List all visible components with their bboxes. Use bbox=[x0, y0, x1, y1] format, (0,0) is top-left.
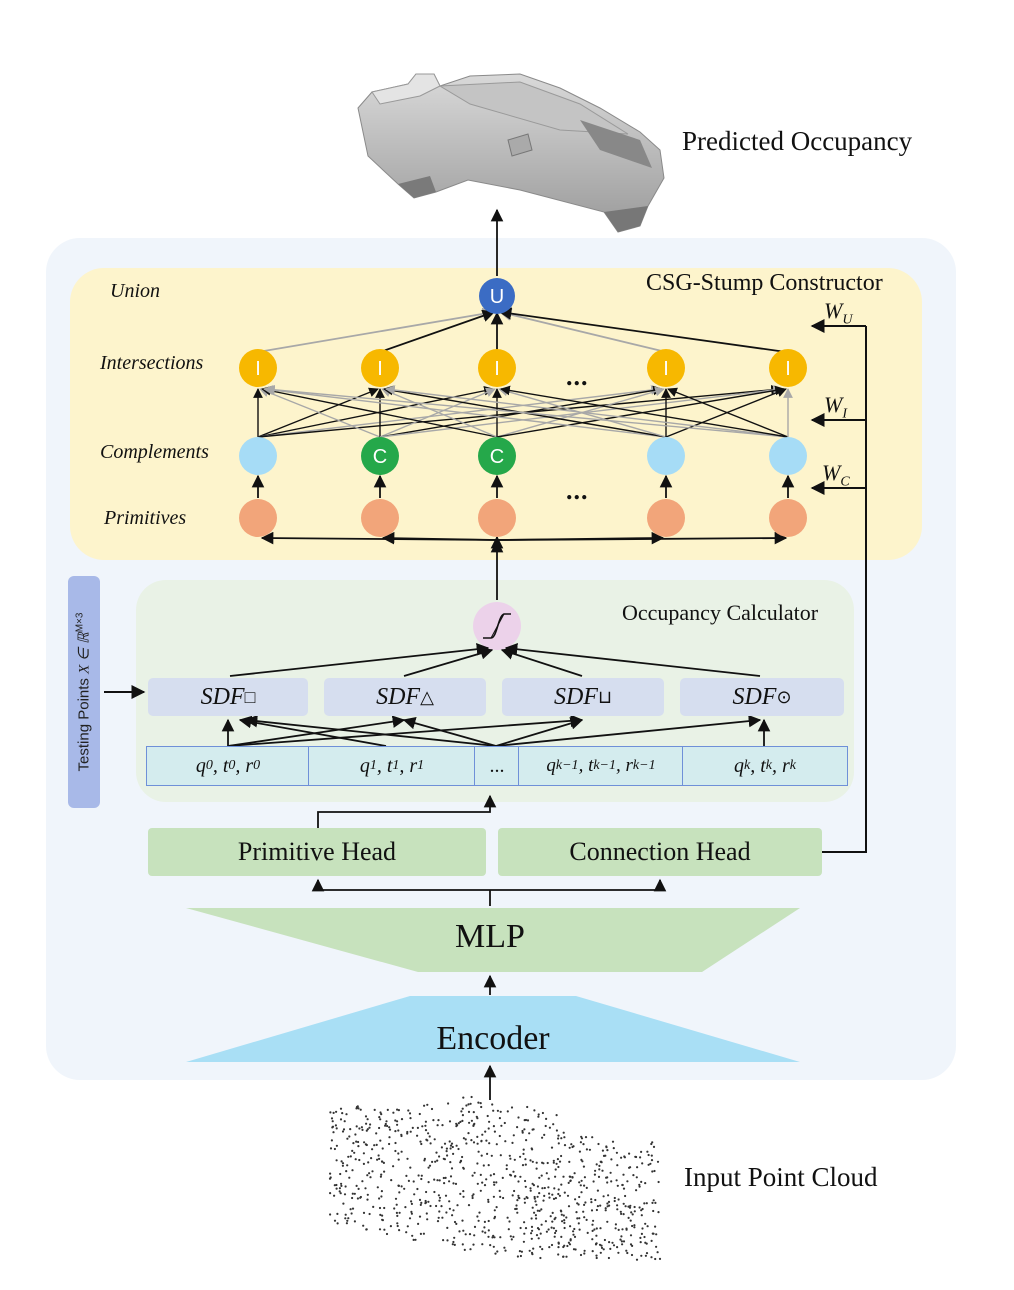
svg-text:I: I bbox=[494, 358, 500, 380]
mlp-block bbox=[186, 908, 800, 972]
occupancy-calculator-title: Occupancy Calculator bbox=[622, 600, 819, 625]
weight-wi-label: WI bbox=[824, 392, 847, 422]
complement-to-intersection-edge bbox=[500, 385, 789, 438]
sdf-box-sphere: SDF ⊙ bbox=[680, 678, 844, 716]
encoder-block bbox=[186, 996, 800, 1062]
encoder-label: Encoder bbox=[436, 1020, 550, 1057]
union-node bbox=[479, 278, 515, 314]
primitive-head-box: Primitive Head bbox=[148, 828, 486, 876]
complement-to-intersection-edge bbox=[259, 387, 381, 438]
union-row-label: Union bbox=[110, 280, 160, 302]
csg-stump-title: CSG-Stump Constructor bbox=[646, 270, 883, 296]
svg-text:I: I bbox=[255, 358, 261, 380]
connection-head-box: Connection Head bbox=[498, 828, 822, 876]
svg-text:U: U bbox=[490, 286, 504, 308]
param-cell-k-minus-1: q k−1, t k−1, r k−1 bbox=[518, 746, 684, 786]
sdf-box-cylinder: SDF ⊔ bbox=[502, 678, 664, 716]
input-point-cloud bbox=[328, 1095, 662, 1261]
predicted-car-render bbox=[357, 73, 665, 233]
mlp-label: MLP bbox=[455, 918, 525, 955]
complement-to-intersection-edge bbox=[261, 385, 498, 438]
weight-wu-label: WU bbox=[824, 298, 853, 328]
complement-to-intersection-edge bbox=[667, 387, 789, 438]
complement-to-intersection-edge bbox=[665, 387, 787, 438]
complement-nodes: C C bbox=[239, 437, 807, 475]
svg-text:I: I bbox=[663, 358, 669, 380]
complement-to-intersection-edge bbox=[381, 387, 498, 438]
param-cell-ellipsis: ... bbox=[474, 746, 520, 786]
complement-to-intersection-edge bbox=[385, 385, 789, 438]
weight-wc-label: WC bbox=[822, 460, 850, 490]
primitives-row-label: Primitives bbox=[104, 507, 187, 529]
complement-to-intersection-edge bbox=[379, 387, 496, 438]
primitive-nodes bbox=[239, 499, 807, 537]
intersections-ellipsis: ... bbox=[566, 362, 589, 391]
svg-text:C: C bbox=[373, 446, 387, 468]
intersection-nodes: I I I I I bbox=[239, 349, 807, 387]
weight-feedback-lines bbox=[810, 319, 867, 853]
testing-points-bar bbox=[68, 576, 100, 808]
complements-row-label: Complements bbox=[100, 441, 209, 463]
svg-text:C: C bbox=[490, 446, 504, 468]
complement-to-intersection-edge bbox=[257, 385, 661, 438]
input-point-cloud-label: Input Point Cloud bbox=[684, 1162, 878, 1192]
svg-text:I: I bbox=[785, 358, 791, 380]
complement-to-intersection-edge bbox=[265, 384, 789, 438]
intersections-row-label: Intersections bbox=[100, 352, 204, 374]
sdf-box-cone: SDF △ bbox=[324, 678, 486, 716]
sdf-box-cuboid: SDF □ bbox=[148, 678, 308, 716]
complement-to-intersection-edge bbox=[263, 385, 667, 438]
svg-text:I: I bbox=[377, 358, 383, 380]
primitives-ellipsis: ... bbox=[566, 476, 589, 505]
predicted-occupancy-label: Predicted Occupancy bbox=[682, 126, 913, 156]
